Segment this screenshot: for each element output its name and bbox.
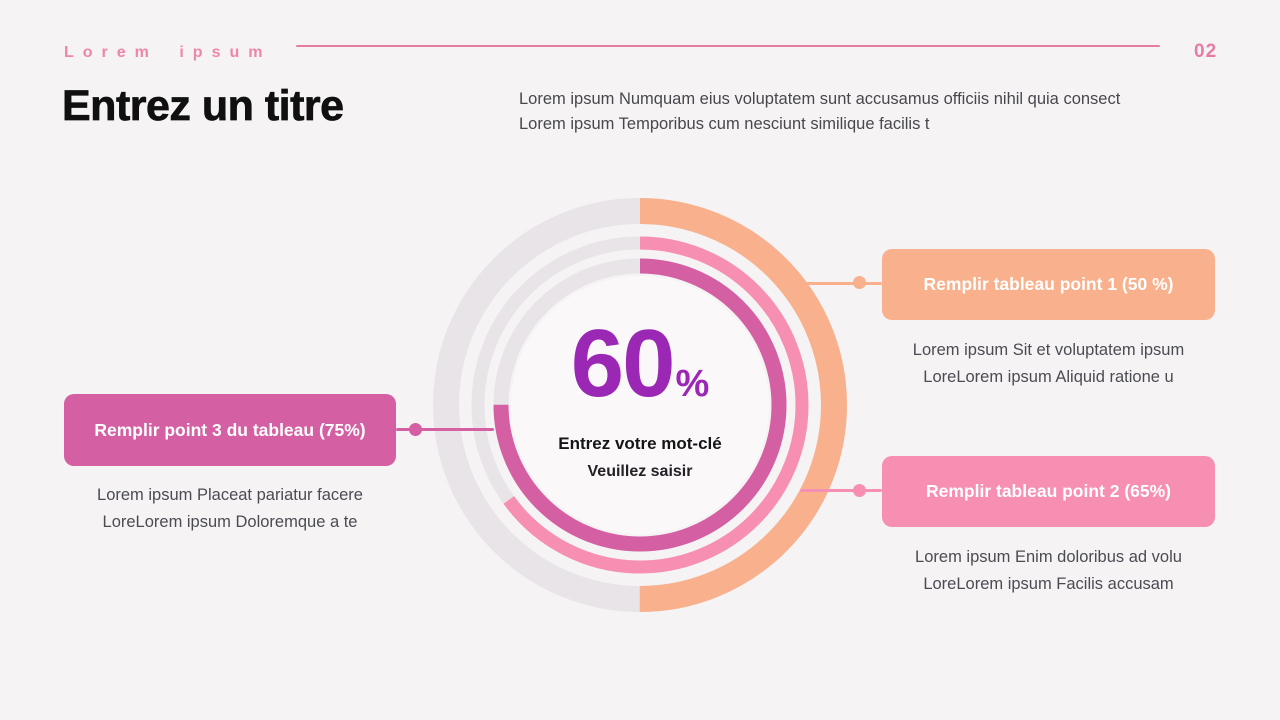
intro-line-2: Lorem ipsum Temporibus cum nesciunt simi… bbox=[519, 115, 930, 133]
page-number: 02 bbox=[1194, 41, 1218, 62]
center-percentage: 60 % bbox=[570, 310, 710, 418]
chart-center-disc bbox=[511, 276, 769, 534]
middle-ring-arc-65 bbox=[471, 236, 809, 574]
connector-line-point2 bbox=[800, 489, 882, 492]
percent-sign: % bbox=[675, 363, 710, 406]
chart-center-content: 60 % Entrez votre mot-clé Veuillez saisi… bbox=[430, 195, 850, 615]
callout-point1-desc-line2: LoreLorem ipsum Aliquid ratione u bbox=[923, 368, 1174, 386]
connector-dot-point1 bbox=[853, 276, 866, 289]
intro-text: Lorem ipsum Numquam eius voluptatem sunt… bbox=[519, 87, 1120, 137]
callout-point2-label: Remplir tableau point 2 (65%) bbox=[925, 481, 1172, 501]
callout-point3-label: Remplir point 3 du tableau (75%) bbox=[94, 419, 366, 440]
callout-point2: Remplir tableau point 2 (65%) bbox=[882, 456, 1215, 527]
callout-point2-desc-line1: Lorem ipsum Enim doloribus ad volu bbox=[915, 548, 1182, 566]
donut-rings-svg bbox=[433, 198, 847, 612]
callout-point3-desc-line1: Lorem ipsum Placeat pariatur facere bbox=[97, 486, 363, 504]
callout-point2-desc-line2: LoreLorem ipsum Facilis accusam bbox=[923, 575, 1174, 593]
center-value: 60 bbox=[570, 310, 676, 418]
callout-point1-desc-line1: Lorem ipsum Sit et voluptatem ipsum bbox=[912, 341, 1185, 359]
inner-ring-arc-75 bbox=[493, 258, 787, 552]
header-divider-line bbox=[296, 45, 1160, 47]
callout-point3: Remplir point 3 du tableau (75%) bbox=[64, 394, 396, 466]
connector-dot-point3 bbox=[409, 423, 422, 436]
callout-point1: Remplir tableau point 1 (50 %) bbox=[882, 249, 1215, 320]
page-title: Entrez un titre bbox=[62, 82, 345, 131]
connector-line-point1 bbox=[800, 282, 882, 285]
intro-line-1: Lorem ipsum Numquam eius voluptatem sunt… bbox=[519, 90, 1121, 108]
callout-point3-description: Lorem ipsum Placeat pariatur facere Lore… bbox=[64, 482, 396, 536]
outer-ring-arc-50 bbox=[433, 198, 847, 612]
callout-point1-description: Lorem ipsum Sit et voluptatem ipsum Lore… bbox=[882, 337, 1215, 391]
connector-dot-point2 bbox=[853, 484, 866, 497]
callout-point3-desc-line2: LoreLorem ipsum Doloremque a te bbox=[102, 513, 358, 531]
center-sub-label: Veuillez saisir bbox=[587, 462, 693, 480]
center-keyword-label: Entrez votre mot-clé bbox=[558, 433, 722, 453]
callout-point2-description: Lorem ipsum Enim doloribus ad volu LoreL… bbox=[882, 544, 1215, 598]
connector-line-point3 bbox=[396, 428, 494, 431]
donut-chart: 60 % Entrez votre mot-clé Veuillez saisi… bbox=[430, 195, 850, 615]
callout-point1-label: Remplir tableau point 1 (50 %) bbox=[923, 274, 1174, 294]
eyebrow-label: Lorem ipsum bbox=[64, 44, 272, 61]
